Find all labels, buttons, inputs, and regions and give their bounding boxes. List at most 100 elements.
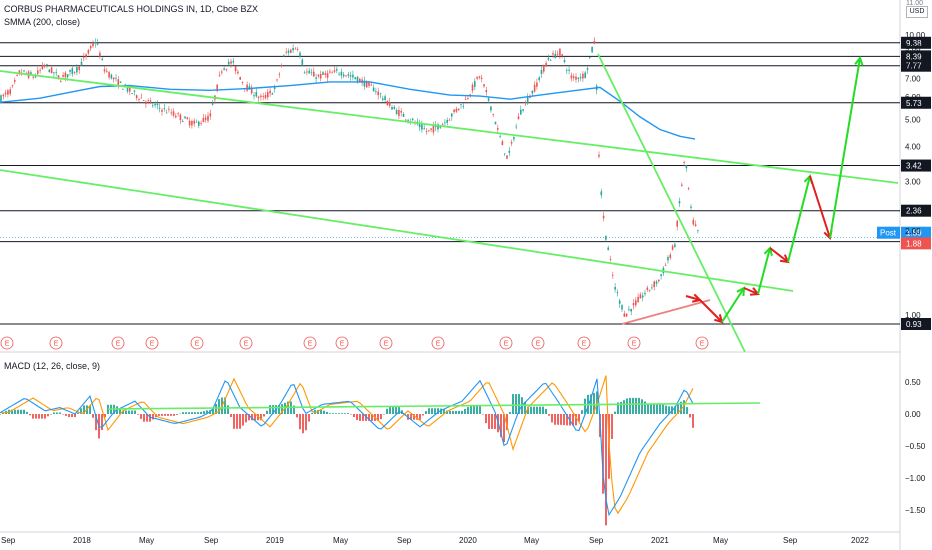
- candle-body: [687, 188, 690, 190]
- candle-body: [276, 79, 278, 81]
- candle-body: [388, 102, 391, 106]
- candle-body: [543, 65, 545, 72]
- macd-histogram-bar: [488, 414, 490, 429]
- candle-body: [630, 308, 632, 312]
- candle-body: [273, 87, 276, 89]
- candle-body: [510, 141, 513, 144]
- macd-histogram-bar: [668, 406, 670, 414]
- candle-body: [471, 84, 474, 91]
- macd-histogram-bar: [575, 414, 577, 426]
- macd-histogram-bar: [293, 405, 295, 414]
- earnings-marker-label: E: [436, 341, 441, 348]
- macd-histogram-bar: [350, 414, 352, 415]
- macd-histogram-bar: [458, 410, 460, 414]
- macd-histogram-bar: [335, 413, 337, 414]
- macd-histogram-bar: [203, 411, 205, 414]
- candle-body: [313, 71, 315, 77]
- macd-histogram-bar: [0, 414, 1, 415]
- macd-histogram-bar: [422, 414, 424, 416]
- candle-body: [200, 123, 202, 124]
- candle-body: [308, 70, 310, 74]
- post-tag-label: Post: [880, 229, 897, 238]
- time-tick-label: May: [524, 536, 539, 545]
- candle-body: [361, 79, 363, 83]
- time-tick-label: May: [139, 536, 154, 545]
- earnings-marker-label: E: [632, 341, 637, 348]
- candle-body: [607, 247, 609, 251]
- candle-body: [135, 95, 138, 99]
- macd-histogram-bar: [482, 414, 484, 415]
- earnings-marker: [239, 336, 253, 350]
- macd-histogram-bar: [194, 412, 196, 414]
- earnings-marker: [190, 336, 204, 350]
- candle-body: [625, 313, 628, 317]
- candle-body: [315, 77, 317, 79]
- macd-histogram-bar: [377, 414, 379, 421]
- earnings-marker-label: E: [340, 341, 345, 348]
- candle-body: [522, 109, 524, 111]
- candle-body: [467, 98, 469, 99]
- macd-histogram-bar: [188, 412, 190, 414]
- candle-body: [671, 245, 674, 250]
- macd-histogram-bar: [662, 404, 664, 414]
- candle-body: [428, 130, 430, 132]
- candle-body: [584, 72, 586, 78]
- macd-histogram-bar: [677, 404, 679, 414]
- candle-body: [250, 87, 253, 94]
- candle-body: [508, 150, 511, 153]
- macd-histogram-bar: [140, 414, 142, 419]
- arrow-head: [854, 55, 864, 66]
- candle-body: [53, 72, 55, 74]
- macd-histogram-bar: [656, 403, 658, 414]
- candle-body: [147, 100, 149, 102]
- macd-histogram-bar: [14, 409, 16, 414]
- candle-body: [195, 121, 198, 123]
- candle-body: [591, 46, 593, 53]
- macd-histogram-bar: [77, 412, 79, 414]
- candle-body: [218, 75, 221, 77]
- candle-body: [207, 115, 209, 121]
- candle-body: [223, 68, 225, 70]
- candle-body: [131, 93, 133, 94]
- price-tick-label: 2.00: [905, 227, 921, 236]
- candle-body: [368, 82, 370, 86]
- candle-body: [204, 117, 207, 120]
- candle-body: [165, 112, 168, 114]
- level-tag: [901, 318, 931, 330]
- price-tick-label: 7.00: [905, 74, 921, 83]
- candle-body: [402, 114, 405, 117]
- macd-histogram-bar: [59, 412, 61, 414]
- candle-body: [101, 58, 103, 61]
- candle-body: [536, 82, 538, 87]
- time-tick-label: 2021: [651, 536, 669, 545]
- candle-body: [526, 97, 529, 103]
- candle-body: [326, 73, 329, 78]
- macd-histogram-bar: [515, 394, 517, 414]
- time-tick-label: Sep: [589, 536, 604, 545]
- macd-histogram-bar: [266, 410, 268, 414]
- macd-histogram-bar: [119, 408, 121, 414]
- candle-body: [635, 300, 637, 306]
- currency-badge[interactable]: USD: [906, 6, 928, 18]
- macd-histogram-bar: [92, 414, 94, 418]
- candle-body: [0, 95, 2, 103]
- price-tag-1: [901, 237, 931, 250]
- macd-histogram-bar: [527, 406, 529, 414]
- level-tag: [901, 96, 931, 109]
- candle-body: [69, 69, 71, 72]
- macd-histogram-bar: [554, 414, 556, 425]
- macd-tick-label: −1.50: [905, 506, 926, 515]
- candle-body: [184, 116, 186, 119]
- candle-body: [191, 120, 193, 126]
- candle-body: [637, 296, 639, 303]
- candle-body: [92, 43, 94, 47]
- macd-histogram-bar: [323, 410, 325, 414]
- candle-body: [232, 61, 235, 63]
- candle-body: [658, 279, 660, 282]
- candle-body: [646, 287, 649, 290]
- level-tag: [901, 36, 931, 49]
- candle-body: [391, 107, 393, 110]
- macd-histogram-bar: [260, 414, 262, 421]
- level-label: 7.77: [906, 62, 922, 71]
